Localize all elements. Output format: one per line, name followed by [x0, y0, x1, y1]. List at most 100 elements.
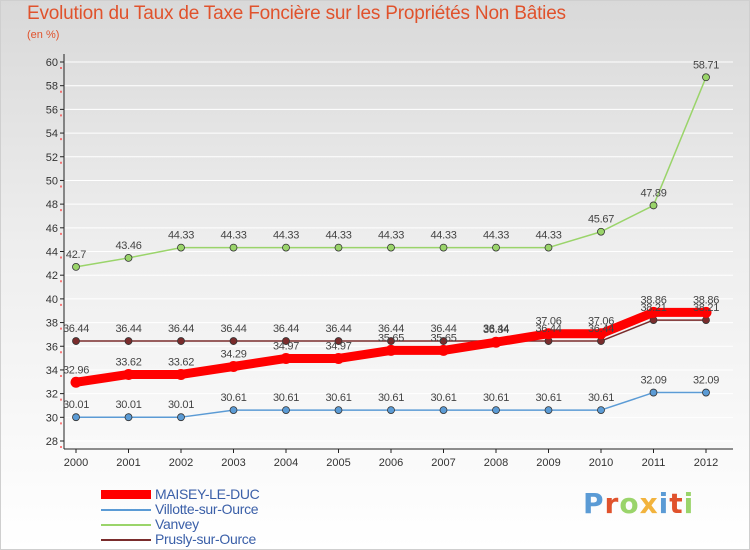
data-label: 58.71 — [693, 59, 719, 71]
data-label: 30.61 — [220, 392, 246, 404]
data-point — [649, 201, 658, 210]
logo-letter: i — [658, 487, 670, 520]
logo-letter: r — [604, 487, 620, 520]
data-point — [648, 306, 659, 318]
data-label: 35.65 — [378, 332, 404, 344]
data-label: 32.09 — [693, 375, 719, 387]
y-tick-label: 32 — [46, 389, 58, 401]
data-point — [387, 337, 395, 345]
data-point — [544, 243, 553, 252]
x-tick-label: 2006 — [379, 457, 403, 469]
y-tick-label: 52 — [46, 152, 58, 164]
data-label: 30.61 — [588, 392, 614, 404]
data-label: 36.44 — [63, 323, 89, 335]
legend-swatch — [101, 508, 151, 511]
data-point — [595, 328, 607, 340]
data-label: 30.61 — [273, 392, 299, 404]
data-point — [597, 406, 605, 414]
data-label: 36.44 — [588, 323, 614, 335]
data-point — [544, 406, 553, 414]
data-point — [123, 368, 134, 380]
data-label: 47.89 — [640, 187, 666, 199]
legend-label: MAISEY-LE-DUC — [155, 486, 260, 502]
data-label: 44.33 — [220, 230, 246, 242]
y-tick-label: 48 — [46, 199, 58, 211]
legend-item: Vanvey — [101, 517, 260, 532]
data-point — [387, 243, 395, 252]
y-tick-label: 54 — [46, 128, 58, 140]
logo-letter: o — [619, 487, 640, 520]
logo-letter: t — [669, 487, 684, 520]
data-point — [177, 337, 185, 345]
data-label: 30.01 — [168, 399, 194, 411]
data-label: 44.33 — [535, 230, 561, 242]
data-label: 37.06 — [535, 316, 561, 328]
data-label: 44.33 — [430, 230, 456, 242]
data-label: 44.33 — [483, 230, 509, 242]
data-label: 38.86 — [640, 294, 666, 306]
legend-swatch — [101, 538, 151, 541]
data-label: 30.01 — [63, 399, 89, 411]
data-label: 45.67 — [588, 214, 614, 226]
data-point — [72, 413, 80, 422]
y-tick-label: 42 — [46, 270, 58, 282]
data-point — [334, 337, 343, 345]
legend-label: Vanvey — [155, 516, 199, 532]
data-label: 36.44 — [325, 323, 351, 335]
data-point — [439, 406, 448, 414]
data-point — [228, 361, 239, 373]
data-point — [702, 73, 710, 82]
x-tick-label: 2012 — [694, 457, 718, 469]
data-label: 32.09 — [640, 375, 666, 387]
data-label: 32.96 — [63, 364, 89, 376]
logo-letter: x — [639, 487, 659, 520]
data-label: 37.06 — [588, 316, 614, 328]
x-tick-label: 2005 — [326, 457, 350, 469]
legend-item: Prusly-sur-Ource — [101, 532, 260, 547]
data-point — [229, 406, 238, 414]
data-point — [543, 328, 554, 340]
data-point — [177, 243, 185, 252]
data-label: 34.97 — [325, 340, 351, 352]
data-point — [124, 413, 133, 422]
data-label: 35.65 — [430, 332, 456, 344]
data-point — [438, 344, 449, 356]
data-point — [333, 352, 344, 364]
chart-title: Evolution du Taux de Taxe Foncière sur l… — [27, 3, 566, 24]
y-tick-label: 34 — [46, 365, 58, 377]
data-label: 30.01 — [115, 399, 141, 411]
data-point — [282, 406, 290, 414]
x-tick-label: 2008 — [484, 457, 508, 469]
legend-item: MAISEY-LE-DUC — [101, 487, 260, 502]
x-tick-label: 2009 — [536, 457, 560, 469]
data-point — [334, 243, 343, 252]
chart-unit-label: (en %) — [27, 29, 60, 41]
x-tick-label: 2010 — [589, 457, 613, 469]
proxiti-logo: Proxiti — [583, 487, 694, 520]
data-point — [70, 376, 82, 388]
data-point — [280, 352, 292, 364]
data-label: 36.44 — [483, 323, 509, 335]
y-tick-label: 58 — [46, 81, 58, 93]
data-point — [124, 337, 133, 345]
legend-item: Villotte-sur-Ource — [101, 502, 260, 517]
data-point — [387, 406, 395, 414]
y-tick-label: 46 — [46, 223, 58, 235]
data-label: 34.29 — [220, 349, 246, 361]
data-point — [439, 243, 448, 252]
data-label: 44.33 — [168, 230, 194, 242]
data-point — [702, 388, 710, 397]
data-label: 33.62 — [115, 356, 141, 368]
y-tick-label: 44 — [46, 247, 58, 259]
data-point — [490, 336, 502, 348]
data-point — [649, 388, 658, 397]
data-point — [72, 262, 80, 271]
data-label: 36.44 — [220, 323, 246, 335]
data-label: 36.44 — [430, 323, 456, 335]
data-label: 30.61 — [483, 392, 509, 404]
series-vanvey — [72, 73, 710, 271]
x-tick-label: 2001 — [116, 457, 140, 469]
legend: MAISEY-LE-DUC Villotte-sur-Ource Vanvey … — [101, 487, 260, 547]
